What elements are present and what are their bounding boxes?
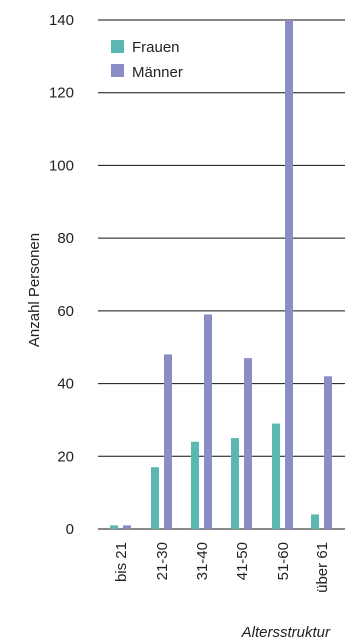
- bar-frauen-5: [311, 514, 319, 529]
- y-tick-label-80: 80: [57, 230, 74, 247]
- bar-männer-4: [285, 20, 293, 529]
- x-category-labels: bis 21 21-30 31-40 41-50 51-60 über 61: [113, 542, 331, 593]
- y-tick-label-120: 120: [49, 85, 74, 102]
- legend: Frauen Männer: [111, 39, 183, 81]
- y-tick-label-0: 0: [66, 521, 74, 538]
- x-category-label-2: 31-40: [194, 542, 211, 580]
- bar-männer-1: [164, 354, 172, 529]
- legend-label-maenner: Männer: [132, 64, 183, 81]
- x-category-label-4: 51-60: [275, 542, 292, 580]
- bar-frauen-1: [151, 467, 159, 529]
- x-category-label-0: bis 21: [113, 542, 130, 582]
- y-axis-title: Anzahl Personen: [26, 233, 43, 347]
- bar-frauen-2: [191, 441, 199, 529]
- legend-swatch-frauen: [111, 40, 124, 53]
- bar-frauen-3: [231, 438, 239, 529]
- y-tick-label-20: 20: [57, 448, 74, 465]
- y-tick-labels: 0 20 40 60 80 100 120 140: [49, 12, 74, 538]
- grid-lines: [98, 19, 345, 530]
- bar-männer-3: [244, 358, 252, 529]
- legend-swatch-maenner: [111, 64, 124, 77]
- y-tick-label-140: 140: [49, 12, 74, 29]
- bar-männer-2: [204, 314, 212, 529]
- bar-männer-5: [324, 376, 332, 529]
- bar-frauen-0: [110, 525, 118, 529]
- x-category-label-5: über 61: [314, 542, 331, 593]
- bar-frauen-4: [272, 423, 280, 529]
- bars: [110, 20, 332, 529]
- x-axis-title: Altersstruktur: [241, 624, 331, 641]
- x-category-label-1: 21-30: [154, 542, 171, 580]
- legend-label-frauen: Frauen: [132, 39, 180, 56]
- x-category-label-3: 41-50: [234, 542, 251, 580]
- bar-männer-0: [123, 525, 131, 529]
- y-tick-label-40: 40: [57, 376, 74, 393]
- y-tick-label-100: 100: [49, 157, 74, 174]
- y-tick-label-60: 60: [57, 303, 74, 320]
